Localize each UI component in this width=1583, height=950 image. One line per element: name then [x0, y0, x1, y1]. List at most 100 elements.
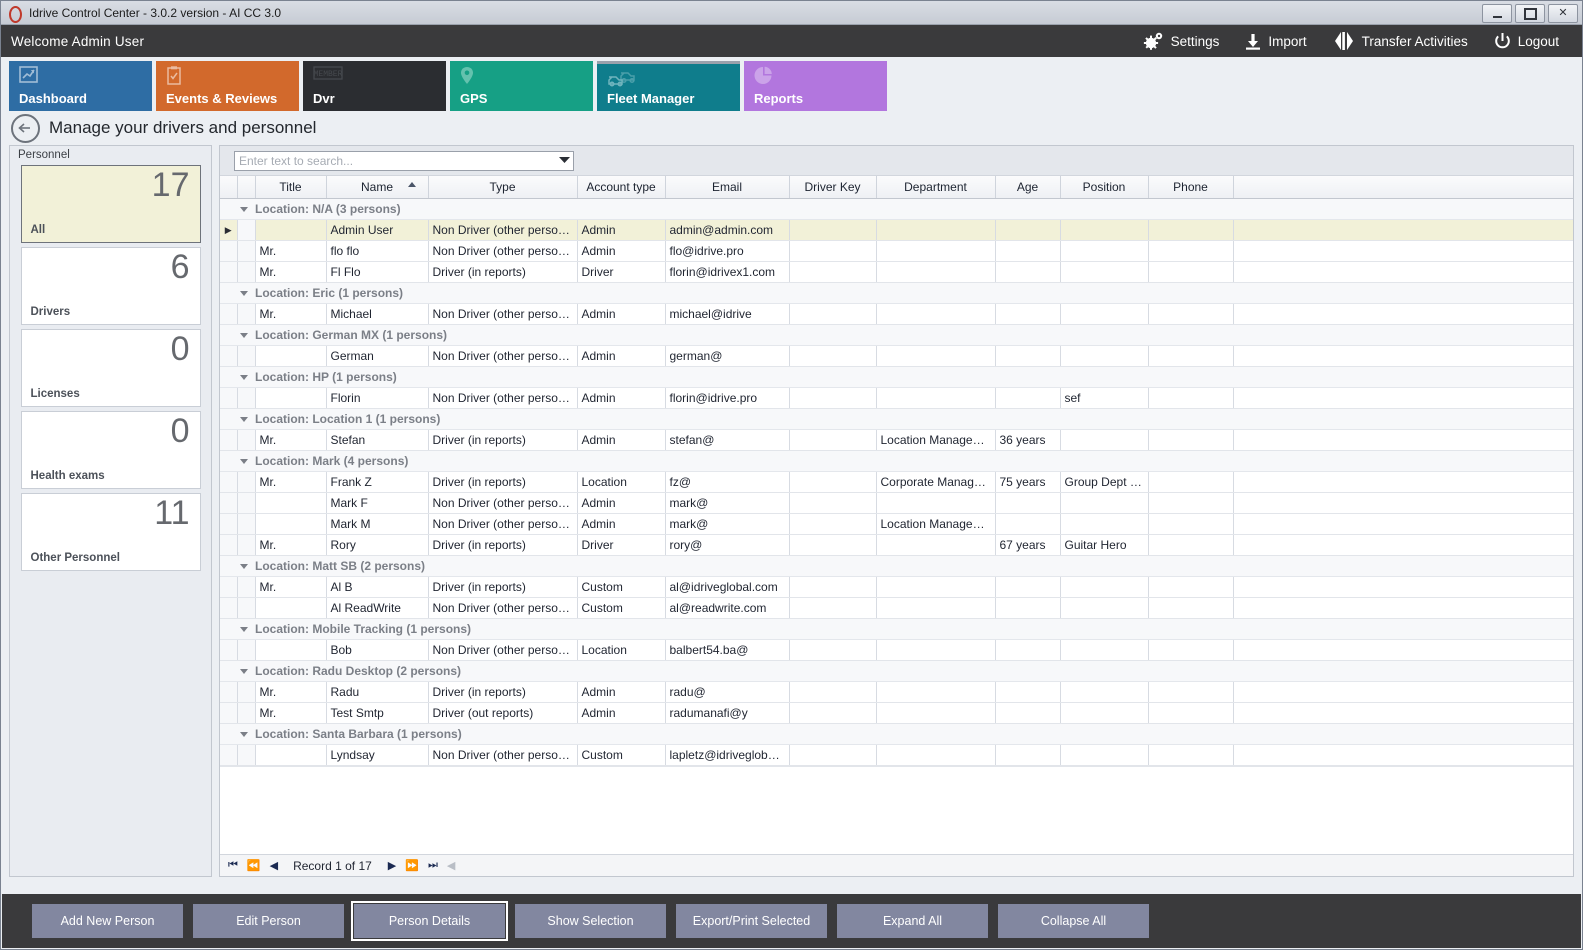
settings-button[interactable]: Settings	[1130, 25, 1233, 57]
edit-person-button[interactable]: Edit Person	[193, 904, 344, 938]
nav-prev-page-button[interactable]: ⏪	[246, 860, 261, 872]
table-row[interactable]: Mark M Non Driver (other personnel) Admin m…	[220, 513, 1573, 535]
tab-dvr[interactable]: MEMBER Dvr	[303, 61, 446, 111]
group-header-row[interactable]: Location: Santa Barbara (1 persons)	[220, 723, 1573, 745]
cell-title	[255, 639, 327, 661]
tab-reports[interactable]: Reports	[744, 61, 887, 111]
table-row[interactable]: Mr. Al B Driver (in reports) Custom al@idriv…	[220, 576, 1573, 598]
header-email[interactable]: Email	[665, 176, 790, 199]
table-row[interactable]: Mr. flo flo Non Driver (other personnel) Ad…	[220, 240, 1573, 262]
table-row[interactable]: Al ReadWrite Non Driver (other personnel)…	[220, 597, 1573, 619]
cell-department	[876, 576, 996, 598]
header-age[interactable]: Age	[995, 176, 1061, 199]
group-header-row[interactable]: Location: Mark (4 persons)	[220, 450, 1573, 472]
nav-next-button[interactable]: ▶	[387, 860, 397, 872]
group-collapse-triangle-icon[interactable]	[240, 332, 248, 338]
collapse-all-button[interactable]: Collapse All	[998, 904, 1149, 938]
table-header-row: Title Name Type Account type Email Drive…	[220, 176, 1573, 199]
cell-filler	[1233, 513, 1573, 535]
cell-department	[876, 744, 996, 766]
header-name[interactable]: Name	[326, 176, 429, 199]
cell-title	[255, 345, 327, 367]
close-button[interactable]: ✕	[1548, 4, 1578, 23]
sidebar-card-drivers[interactable]: 6 Drivers	[20, 247, 201, 325]
nav-prev-button[interactable]: ◀	[269, 860, 279, 872]
logout-button[interactable]: Logout	[1481, 25, 1572, 57]
header-driver-key[interactable]: Driver Key	[789, 176, 877, 199]
group-collapse-triangle-icon[interactable]	[240, 626, 248, 632]
person-details-button[interactable]: Person Details	[351, 901, 508, 941]
sidebar-card-health-exams[interactable]: 0 Health exams	[20, 411, 201, 489]
table-row[interactable]: Florin Non Driver (other personnel) Admin f…	[220, 387, 1573, 409]
cell-age: 36 years	[995, 429, 1061, 451]
sidebar-card-other-personnel[interactable]: 11 Other Personnel	[20, 493, 201, 571]
nav-next-page-button[interactable]: ⏩	[405, 860, 419, 872]
table-row[interactable]: Mr. Stefan Driver (in reports) Admin stefan@…	[220, 429, 1573, 451]
cell-position	[1060, 303, 1149, 325]
group-collapse-triangle-icon[interactable]	[240, 458, 248, 464]
table-row[interactable]: Mr. Frank Z Driver (in reports) Location fz@…	[220, 471, 1573, 493]
header-position[interactable]: Position	[1060, 176, 1149, 199]
group-header-row[interactable]: Location: N/A (3 persons)	[220, 198, 1573, 220]
tab-events-reviews[interactable]: Events & Reviews	[156, 61, 299, 111]
header-department[interactable]: Department	[876, 176, 996, 199]
tab-fleet-manager[interactable]: Fleet Manager	[597, 61, 740, 111]
transfer-activities-button[interactable]: Transfer Activities	[1320, 25, 1481, 57]
group-collapse-triangle-icon[interactable]	[240, 416, 248, 422]
group-collapse-triangle-icon[interactable]	[240, 206, 248, 212]
group-header-row[interactable]: Location: German MX (1 persons)	[220, 324, 1573, 346]
table-row[interactable]: Mr. Radu Driver (in reports) Admin radu@	[220, 681, 1573, 703]
cell-account-type: Location	[577, 471, 666, 493]
group-collapse-triangle-icon[interactable]	[240, 563, 248, 569]
header-type[interactable]: Type	[428, 176, 578, 199]
table-row[interactable]: Mr. Rory Driver (in reports) Driver rory@ 67 …	[220, 534, 1573, 556]
group-collapse-triangle-icon[interactable]	[240, 374, 248, 380]
import-button[interactable]: Import	[1232, 25, 1319, 57]
cell-phone	[1148, 513, 1234, 535]
nav-extra-button[interactable]: ◀	[446, 860, 456, 872]
sidebar-card-all[interactable]: 17 All	[20, 165, 201, 243]
table-row[interactable]: Mr. Fl Flo Driver (in reports) Driver florin…	[220, 261, 1573, 283]
table-row[interactable]: ▶ Admin User Non Driver (other personnel) A…	[220, 219, 1573, 241]
table-row[interactable]: Mr. Test Smtp Driver (out reports) Admin rad…	[220, 702, 1573, 724]
table-row[interactable]: Lyndsay Non Driver (other personnel) Custo…	[220, 744, 1573, 766]
table-row[interactable]: German Non Driver (other personnel) Admin g…	[220, 345, 1573, 367]
group-header-cell: Location: Mark (4 persons)	[220, 450, 1573, 472]
nav-first-button[interactable]: ⏮	[228, 859, 238, 871]
group-collapse-triangle-icon[interactable]	[240, 731, 248, 737]
cell-account-type: Admin	[577, 513, 666, 535]
nav-last-button[interactable]: ⏭	[427, 859, 438, 871]
export-print-selected-button[interactable]: Export/Print Selected	[676, 904, 827, 938]
table-row[interactable]: Bob Non Driver (other personnel) Location b…	[220, 639, 1573, 661]
group-collapse-triangle-icon[interactable]	[240, 290, 248, 296]
record-navigator: ⏮ ⏪ ◀ Record 1 of 17 ▶ ⏩ ⏭ ◀	[220, 854, 1573, 876]
tab-gps[interactable]: GPS	[450, 61, 593, 111]
back-arrow-icon[interactable]	[11, 113, 40, 143]
expand-all-button[interactable]: Expand All	[837, 904, 988, 938]
group-header-row[interactable]: Location: Eric (1 persons)	[220, 282, 1573, 304]
header-account-type[interactable]: Account type	[577, 176, 666, 199]
table-row[interactable]: Mr. Michael Non Driver (other personnel) Ad…	[220, 303, 1573, 325]
show-selection-button[interactable]: Show Selection	[515, 904, 666, 938]
group-header-row[interactable]: Location: Mobile Tracking (1 persons)	[220, 618, 1573, 640]
group-header-row[interactable]: Location: Matt SB (2 persons)	[220, 555, 1573, 577]
search-input[interactable]	[235, 152, 555, 169]
group-header-row[interactable]: Location: HP (1 persons)	[220, 366, 1573, 388]
search-box[interactable]	[234, 150, 574, 171]
header-title[interactable]: Title	[255, 176, 327, 199]
cell-age	[995, 345, 1061, 367]
add-new-person-button[interactable]: Add New Person	[32, 904, 183, 938]
minimize-button[interactable]	[1482, 4, 1512, 23]
group-collapse-triangle-icon[interactable]	[240, 668, 248, 674]
cell-driver-key	[789, 471, 877, 493]
maximize-button[interactable]	[1515, 4, 1545, 23]
tab-dashboard[interactable]: Dashboard	[9, 61, 152, 111]
cell-title	[255, 513, 327, 535]
row-indicator-cell	[220, 513, 238, 535]
group-header-row[interactable]: Location: Radu Desktop (2 persons)	[220, 660, 1573, 682]
header-phone[interactable]: Phone	[1148, 176, 1234, 199]
group-header-row[interactable]: Location: Location 1 (1 persons)	[220, 408, 1573, 430]
chevron-down-icon[interactable]	[555, 157, 573, 164]
table-row[interactable]: Mark F Non Driver (other personnel) Admin m…	[220, 492, 1573, 514]
sidebar-card-licenses[interactable]: 0 Licenses	[20, 329, 201, 407]
